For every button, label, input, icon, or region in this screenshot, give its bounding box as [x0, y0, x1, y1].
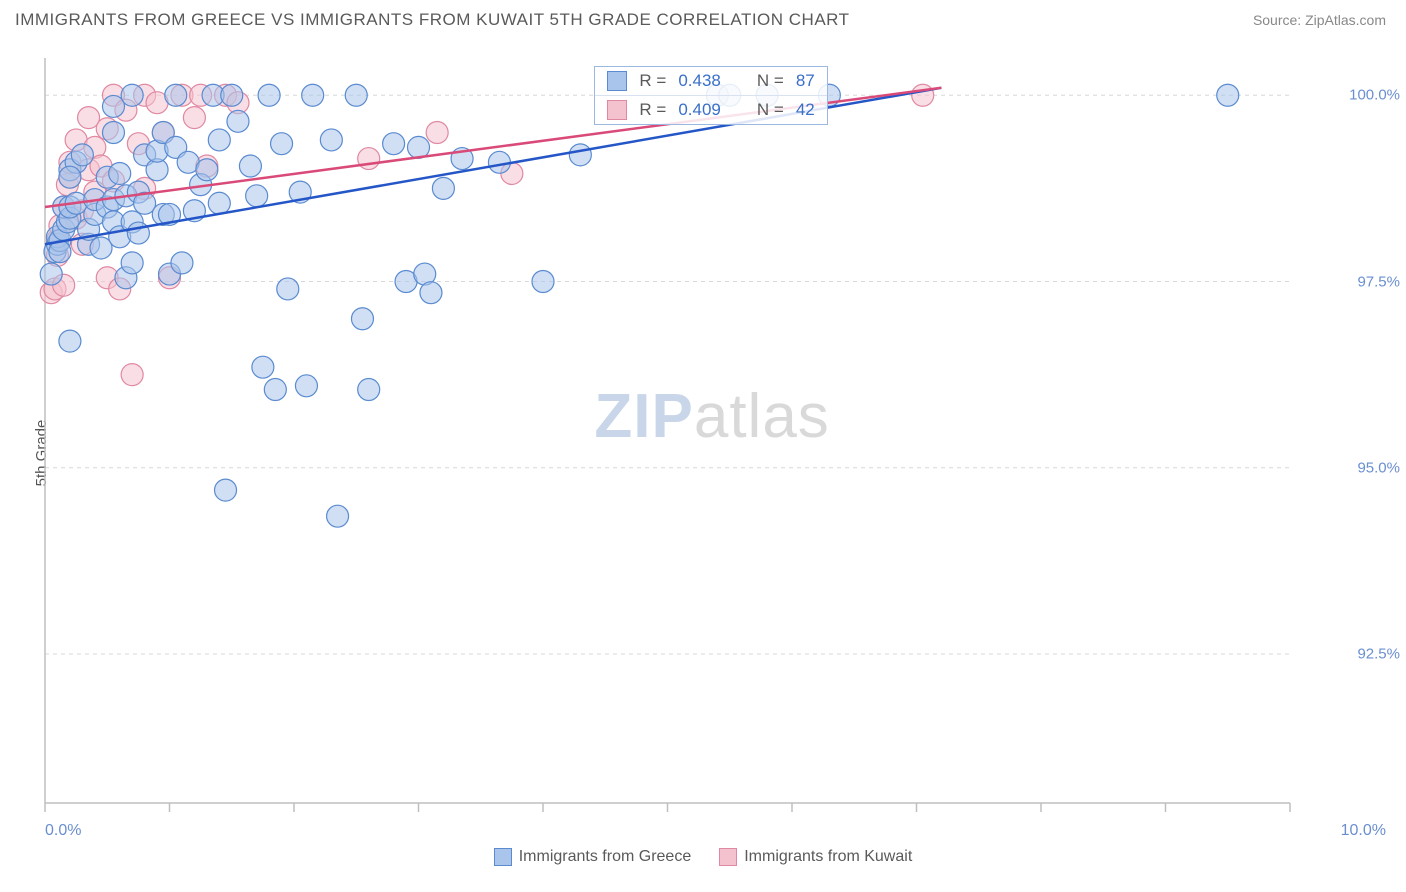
legend-swatch — [494, 848, 512, 866]
stats-r-label: R = — [639, 100, 666, 120]
stats-n-label: N = — [757, 100, 784, 120]
source-attribution: Source: ZipAtlas.com — [1253, 12, 1386, 28]
bottom-legend: Immigrants from Greece Immigrants from Ku… — [0, 848, 1406, 866]
stats-row: R = 0.438 N = 87 — [595, 67, 826, 96]
x-axis-min-label: 0.0% — [45, 822, 81, 840]
x-axis-max-label: 10.0% — [1341, 822, 1386, 840]
stats-r-value: 0.438 — [678, 71, 721, 91]
source-label: Source: — [1253, 12, 1305, 28]
chart-container: 5th Grade ZIPatlas R =0.438N =87R =0.409… — [0, 38, 1406, 868]
stats-row: R = 0.409 N = 42 — [595, 96, 826, 124]
stats-n-label: N = — [757, 71, 784, 91]
stats-legend-box: R = 0.438 N = 87 R = 0.409 N = 42 — [594, 66, 827, 125]
stats-swatch — [607, 71, 627, 91]
y-tick-label: 92.5% — [1357, 646, 1400, 663]
source-value: ZipAtlas.com — [1305, 12, 1386, 28]
legend-label: Immigrants from Greece — [519, 848, 691, 866]
stats-n-value: 42 — [796, 100, 815, 120]
legend-swatch — [719, 848, 737, 866]
chart-title: IMMIGRANTS FROM GREECE VS IMMIGRANTS FRO… — [15, 10, 850, 30]
y-tick-label: 97.5% — [1357, 273, 1400, 290]
legend-label: Immigrants from Kuwait — [744, 848, 912, 866]
stats-r-value: 0.409 — [678, 100, 721, 120]
y-tick-label: 95.0% — [1357, 459, 1400, 476]
plot-area: ZIPatlas R =0.438N =87R =0.409N =42 — [45, 58, 1385, 828]
legend-item: Immigrants from Greece — [494, 848, 691, 866]
stats-swatch — [607, 100, 627, 120]
y-tick-label: 100.0% — [1349, 87, 1400, 104]
legend-item: Immigrants from Kuwait — [719, 848, 912, 866]
header: IMMIGRANTS FROM GREECE VS IMMIGRANTS FRO… — [0, 0, 1406, 38]
scatter-plot-svg — [45, 58, 1385, 828]
stats-n-value: 87 — [796, 71, 815, 91]
stats-r-label: R = — [639, 71, 666, 91]
